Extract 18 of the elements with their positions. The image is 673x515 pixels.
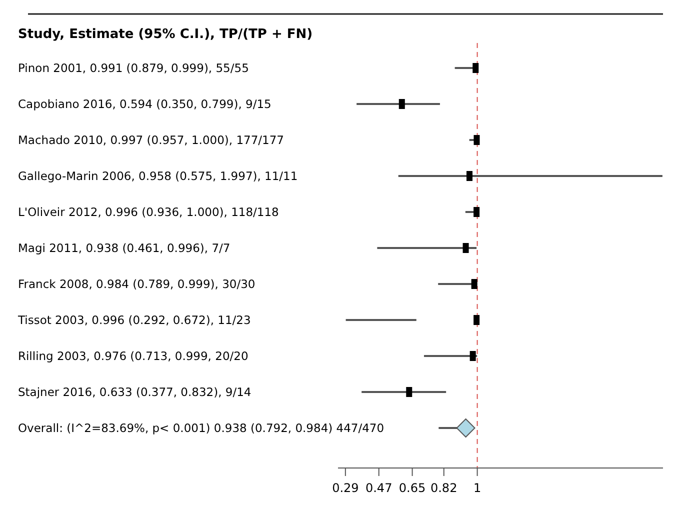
text: Study, Estimate (95% C.I.), TP/(TP + FN) [18,27,313,42]
y-tick-label: Franck 2008, 0.984 (0.789, 0.999), 30/30 [18,277,256,291]
y-tick-label: Machado 2010, 0.997 (0.957, 1.000), 177/177 [18,133,284,147]
x-tick-label: 0.82 [430,481,458,495]
y-tick-label: Pinon 2001, 0.991 (0.879, 0.999), 55/55 [18,61,249,75]
y-tick-label: Overall: (I^2=83.69%, p< 0.001) 0.938 (0.792, 0.984) 447/470 [18,421,384,435]
y-tick-label: Stajner 2016, 0.633 (0.377, 0.832), 9/14 [18,385,252,399]
x-tick-label: 1 [473,481,482,495]
y-tick-label: L'Oliveir 2012, 0.996 (0.936, 1.000), 118/118 [18,205,279,219]
y-tick-label: Gallego-Marin 2006, 0.958 (0.575, 1.997), 11/11 [18,169,298,183]
point [456,418,476,438]
y-tick-label: Rilling 2003, 0.976 (0.713, 0.999, 20/20 [18,349,248,363]
y-tick-label: Tissot 2003, 0.996 (0.292, 0.672), 11/23 [17,313,251,327]
y-tick-label: Magi 2011, 0.938 (0.461, 0.996), 7/7 [18,241,230,255]
x-tick-label: 0.47 [366,481,392,495]
y-tick-label: Capobiano 2016, 0.594 (0.350, 0.799), 9/15 [18,97,272,111]
x-tick-label: 0.65 [398,481,426,495]
x-tick-label: 0.29 [332,481,359,495]
